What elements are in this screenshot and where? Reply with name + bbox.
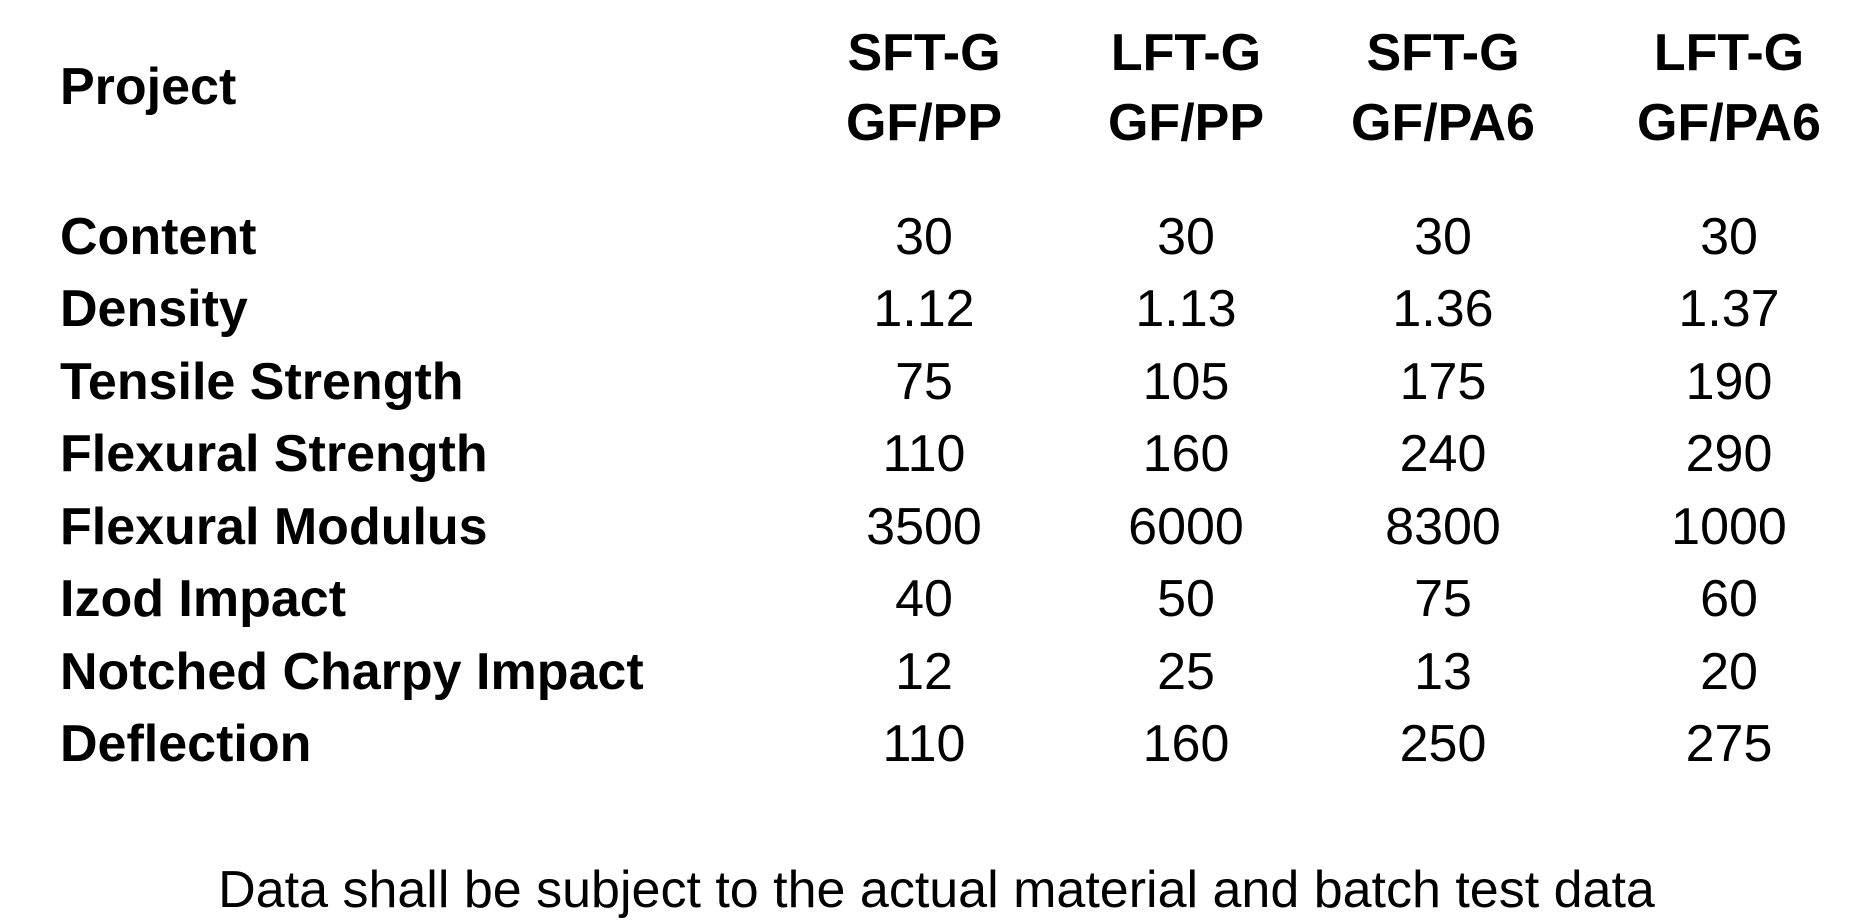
column-header-line2: GF/PA6 [1637,94,1821,152]
table-cell: 75 [895,353,953,411]
row-label-izod-impact: Izod Impact [60,570,347,628]
column-header-line1: LFT-G [1653,24,1805,82]
table-cell: 20 [1700,643,1758,701]
table-cell: 30 [895,208,953,266]
table-cell: 50 [1157,570,1215,628]
table-cell: 240 [1399,425,1487,483]
row-label-flexural-strength: Flexural Strength [60,425,488,483]
table-cell: 250 [1399,715,1487,773]
table-cell: 40 [895,570,953,628]
table-cell: 8300 [1385,498,1501,556]
table-cell: 60 [1700,570,1758,628]
column-header-line1: SFT-G [847,24,1001,82]
table-cell: 105 [1142,353,1230,411]
table-cell: 1.13 [1135,280,1237,338]
table-cell: 30 [1700,208,1758,266]
column-header-line2: GF/PP [845,94,1003,152]
table-cell: 110 [882,425,966,483]
table-cell: 160 [1142,715,1230,773]
column-header-line1: SFT-G [1366,24,1520,82]
table-cell: 1.12 [873,280,975,338]
row-label-flexural-modulus: Flexural Modulus [60,498,488,556]
table-cell: 1.36 [1392,280,1494,338]
table-cell: 175 [1399,353,1487,411]
table-cell: 290 [1685,425,1773,483]
table-cell: 275 [1685,715,1773,773]
table-cell: 160 [1142,425,1230,483]
row-label-tensile-strength: Tensile Strength [60,353,464,411]
table-cell: 75 [1414,570,1472,628]
row-label-content: Content [60,208,257,266]
row-label-notched-charpy-impact: Notched Charpy Impact [60,643,644,701]
table-cell: 30 [1157,208,1215,266]
table-cell: 25 [1157,643,1215,701]
row-label-deflection: Deflection [60,715,312,773]
table-cell: 110 [882,715,966,773]
table-cell: 190 [1685,353,1773,411]
disclaimer-footnote: Data shall be subject to the actual mate… [218,861,1655,919]
table-cell: 1000 [1671,498,1787,556]
column-header-line1: LFT-G [1110,24,1262,82]
column-header-line2: GF/PP [1107,94,1265,152]
project-header: Project [60,58,237,116]
table-cell: 3500 [866,498,982,556]
table-cell: 1.37 [1678,280,1780,338]
table-cell: 6000 [1128,498,1244,556]
row-label-density: Density [60,280,248,338]
table-cell: 12 [895,643,953,701]
table-cell: 30 [1414,208,1472,266]
table-cell: 13 [1414,643,1472,701]
column-header-line2: GF/PA6 [1351,94,1535,152]
